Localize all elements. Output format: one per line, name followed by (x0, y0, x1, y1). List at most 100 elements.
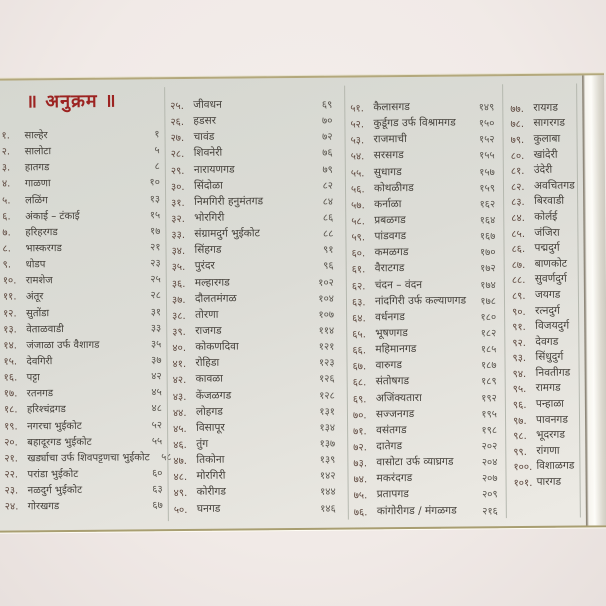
entry-serial-number: ५४. (350, 151, 365, 164)
toc-entry: ८८. सुवर्णदुर्ग (512, 271, 592, 287)
entry-serial-number: ६५. (352, 329, 366, 341)
toc-entry: ३. हातगड ८ (2, 157, 160, 175)
fort-name: सुतोंडा (26, 307, 50, 319)
page-curl-edge (582, 75, 606, 526)
entry-serial-number: ८३. (511, 197, 525, 209)
entry-serial-number: २३. (4, 485, 19, 497)
entry-serial-number: ६८. (352, 377, 367, 389)
column-divider-3 (502, 84, 507, 519)
toc-entry: ५२. कुर्डूगड उर्फ विश्रामगड १५० (350, 114, 494, 131)
toc-entry: १०१. पारगड (514, 474, 594, 490)
entry-serial-number: ३७. (171, 294, 186, 306)
toc-entry: ४७. तिकोना १३९ (173, 451, 335, 469)
entry-page-number: १२१ (318, 341, 335, 353)
fort-name: हरिहरगड (25, 226, 58, 239)
fort-name: कोकणदिवा (195, 340, 239, 354)
entry-serial-number: ८४. (511, 212, 525, 225)
fort-name: सालोटा (24, 146, 52, 158)
entry-serial-number: ७६. (353, 506, 368, 519)
entry-page-number: १८७ (480, 360, 497, 372)
entry-serial-number: २१. (4, 453, 18, 465)
toc-entry: ८. भास्करगड २१ (2, 238, 160, 256)
toc-entry: ७८. सागरगड (510, 115, 590, 131)
entry-serial-number: ४५. (173, 423, 187, 435)
fort-name: कोथळीगड (373, 181, 414, 195)
fort-name: हरिश्चंद्रगड (26, 404, 66, 416)
fort-name: चंदन – वंदन (374, 278, 423, 291)
toc-entry: २४. गोरखगड ६७ (5, 496, 163, 514)
entry-serial-number: १. (1, 130, 10, 142)
toc-entry: ७१. वसंतगड १९८ (353, 421, 497, 438)
entry-page-number: ८४ (322, 196, 334, 208)
toc-entry: ९७. पावनगड (513, 411, 593, 427)
entry-page-number: ५५ (151, 435, 163, 448)
toc-entry: १२. सुतोंडा ३१ (3, 303, 161, 321)
entry-serial-number: १५. (3, 356, 18, 368)
toc-column-4: ७७. रायगड ७८. सागरगड ७९. कुलाबा ८०. खांदेरी ८१. उ… (510, 99, 593, 490)
toc-entry: ५९. पांडवगड १६७ (351, 227, 495, 244)
toc-entry: ३४. सिंहगड ९१ (171, 241, 334, 259)
fort-name: भूषणगड (375, 327, 408, 340)
entry-serial-number: ८. (2, 243, 11, 255)
entry-serial-number: ९०. (512, 306, 526, 318)
entry-page-number: ३१ (150, 306, 162, 318)
toc-entry: १९. नगरचा भुईकोट ५२ (4, 416, 162, 434)
toc-entry: ३५. पुरंदर ९६ (172, 257, 334, 275)
entry-serial-number: ३. (1, 162, 11, 174)
toc-entry: ६. अंकाई – टंकाई १५ (2, 206, 160, 224)
toc-column-2: २५. जीवधन ६९ २६. हडसर ७० २७. चावंड ७२ २८. शिवनेरी ७… (170, 96, 336, 517)
fort-name: वारुगड (375, 359, 402, 372)
toc-entry: ६६. महिमानगड १८५ (352, 340, 496, 357)
entry-page-number: १०४ (318, 293, 335, 305)
entry-serial-number: ९७. (512, 415, 527, 427)
entry-serial-number: ७४. (353, 474, 368, 486)
entry-page-number: ५ (154, 145, 160, 157)
entry-serial-number: २५. (170, 101, 184, 113)
entry-serial-number: १०. (2, 275, 17, 287)
toc-entry: ९४. निवतीगड (513, 365, 593, 381)
entry-serial-number: १२. (3, 308, 17, 320)
fort-name: राजगड (195, 324, 222, 337)
fort-name: शिवनेरी (193, 147, 223, 160)
entry-serial-number: २. (1, 146, 11, 158)
entry-serial-number: ६४. (352, 313, 366, 325)
toc-entry: ३२. भोरगिरी ८६ (171, 209, 333, 227)
entry-page-number: १७ (149, 226, 161, 238)
fort-name: लोहगड (195, 405, 223, 418)
fort-name: मल्हारगड (194, 276, 230, 289)
toc-entry: ९८. भूदरगड (513, 427, 593, 443)
fort-name: हडसर (193, 114, 217, 128)
entry-page-number: १४४ (319, 487, 336, 499)
entry-page-number: २५ (150, 274, 161, 286)
toc-entry: ७९. कुलाबा (511, 131, 591, 147)
entry-serial-number: ७८. (510, 119, 525, 131)
entry-page-number: १२६ (319, 374, 335, 386)
fort-name: वासोटा उर्फ व्याघ्रगड (376, 455, 454, 469)
entry-serial-number: ९५. (512, 384, 527, 396)
toc-entry: २९. नारायणगड ७९ (171, 160, 333, 178)
fort-name: वर्धनगड (375, 310, 405, 324)
fort-name: सज्जनगड (375, 407, 415, 421)
entry-page-number: ४२ (151, 371, 162, 383)
toc-entry: १३. वेताळवाडी ३३ (3, 319, 161, 337)
entry-page-number: ३७ (151, 355, 162, 367)
toc-entry: १४. जंजाळा उर्फ वैशागड ३५ (3, 335, 161, 353)
toc-entry: २५. जीवधन ६९ (170, 96, 332, 114)
toc-entry: ६०. कमळगड १७० (351, 244, 496, 261)
fort-name: विसापूर (196, 421, 225, 434)
entry-page-number: ८८ (322, 228, 334, 240)
entry-page-number: ९१ (323, 245, 334, 257)
entry-serial-number: ५. (2, 195, 11, 207)
entry-page-number: ३३ (150, 322, 162, 335)
toc-entry: ४४. लोहगड १३१ (173, 402, 335, 420)
fort-name: घनगड (196, 502, 221, 515)
entry-serial-number: ५५. (350, 168, 365, 180)
entry-page-number: १४२ (319, 470, 336, 483)
toc-entry: ७५. प्रतापगड २०९ (354, 486, 498, 503)
toc-entry: ९१. विजयदुर्ग (512, 318, 592, 334)
toc-entry: ६२. चंदन – वंदन १७४ (352, 276, 496, 293)
toc-entry: ७३. वासोटा उर्फ व्याघ्रगड २०४ (353, 453, 497, 470)
fort-name: मकरंदगड (376, 472, 413, 485)
toc-entry: ४६. तुंग १३७ (173, 435, 335, 453)
